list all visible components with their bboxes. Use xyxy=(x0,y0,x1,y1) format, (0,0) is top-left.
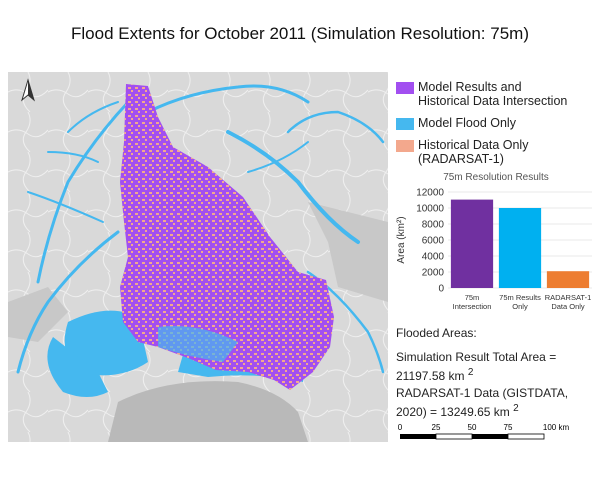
legend-swatch xyxy=(396,118,414,130)
chart-title: 75m Resolution Results xyxy=(443,172,549,183)
y-tick-label: 8000 xyxy=(422,220,445,231)
radarsat-area-label: RADARSAT-1 Data (GISTDATA, xyxy=(396,386,569,400)
radarsat-total-area: RADARSAT-1 Data (GISTDATA, 2020) = 13249… xyxy=(396,386,568,420)
figure-title: Flood Extents for October 2011 (Simulati… xyxy=(71,24,529,43)
flood-map: N xyxy=(8,72,388,442)
scale-bar: 0 25 50 75 100 km xyxy=(398,423,570,440)
unit-superscript: 2 xyxy=(513,403,519,414)
radarsat-area-value: 2020) = 13249.65 km xyxy=(396,405,510,419)
legend-label: Model Results and Historical Data Inters… xyxy=(418,80,568,108)
legend-item-intersection: Model Results and Historical Data Inters… xyxy=(396,80,596,108)
flooded-areas-heading: Flooded Areas: xyxy=(396,326,477,340)
scale-label: 100 km xyxy=(543,423,570,432)
bar xyxy=(546,271,590,288)
flood-map-graphic: N xyxy=(8,72,388,442)
scale-label: 50 xyxy=(468,423,477,432)
y-tick-label: 12000 xyxy=(416,188,444,199)
simulation-area-label: Simulation Result Total Area = xyxy=(396,350,557,364)
x-tick-label: RADARSAT-1 Data Only xyxy=(545,293,592,311)
bar xyxy=(498,208,542,288)
map-legend: Model Results and Historical Data Inters… xyxy=(396,80,596,174)
y-tick-label: 10000 xyxy=(416,204,444,215)
legend-item-historical-only: Historical Data Only (RADARSAT-1) xyxy=(396,138,596,166)
scale-label: 75 xyxy=(504,423,513,432)
x-tick-label: 75m Results Only xyxy=(499,293,541,311)
legend-swatch xyxy=(396,82,414,94)
legend-item-model-only: Model Flood Only xyxy=(396,116,596,130)
simulation-total-area: Simulation Result Total Area = 21197.58 … xyxy=(396,350,556,384)
unit-superscript: 2 xyxy=(467,367,474,378)
y-axis-label: Area (km²) xyxy=(396,216,407,263)
legend-label: Model Flood Only xyxy=(418,116,516,130)
legend-label: Historical Data Only (RADARSAT-1) xyxy=(418,138,529,166)
x-tick-label: 75m Intersection xyxy=(453,293,492,311)
y-tick-label: 6000 xyxy=(422,236,445,247)
simulation-area-value: 21197.58 km xyxy=(396,369,465,383)
resolution-bar-chart: 0 2000 4000 6000 8000 10000 12000 Area (km²) 75m… xyxy=(396,188,592,311)
scale-label: 25 xyxy=(432,423,441,432)
y-tick-label: 4000 xyxy=(422,252,445,263)
bar xyxy=(450,199,494,288)
y-tick-label: 0 xyxy=(438,284,444,295)
y-tick-label: 2000 xyxy=(422,268,445,279)
legend-swatch xyxy=(396,140,414,152)
north-arrow xyxy=(21,78,35,102)
scale-label: 0 xyxy=(398,423,403,432)
